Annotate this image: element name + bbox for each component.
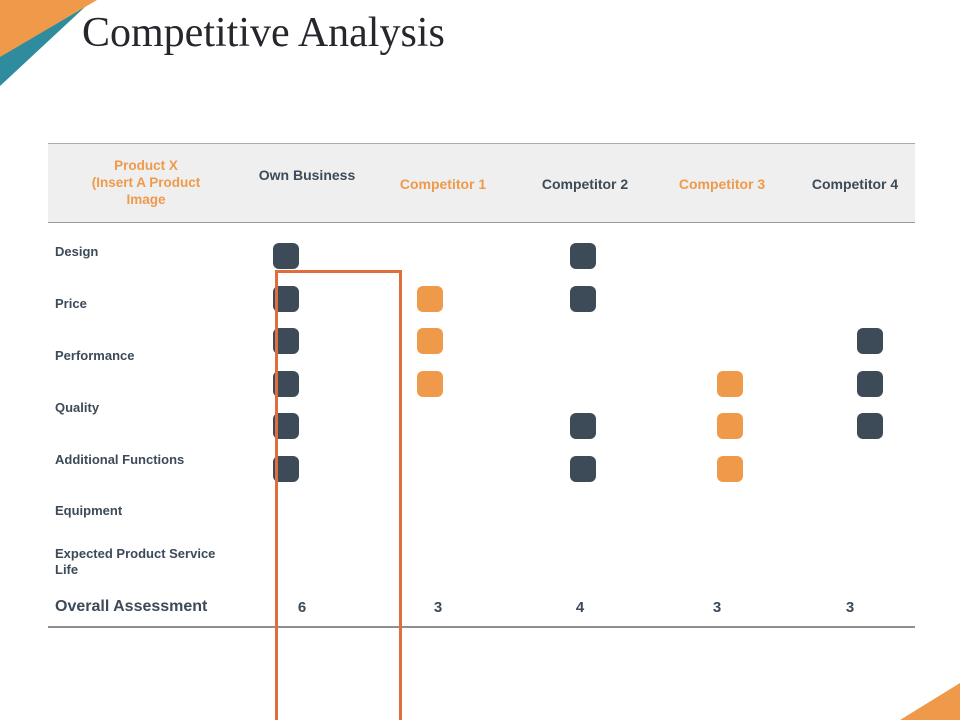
row-label-additional-functions: Additional Functions [55,452,185,467]
overall-value-competitor-1: 3 [433,599,443,616]
orange-triangle [900,683,960,720]
product-header-line-3: Image [126,192,166,207]
slide-title: Competitive Analysis [82,10,445,56]
row-label-expected-product-service-life: Expected Product Service Life [55,546,216,577]
rating-square-competitor-3-slot-4 [717,371,743,397]
own-business-highlight-box [275,270,402,720]
rating-square-competitor-4-slot-3 [857,328,883,354]
overall-value-competitor-2: 4 [575,599,585,616]
bottom-right-corner-decoration [900,683,960,720]
row-label-performance: Performance [55,348,135,363]
top-left-corner-decoration [0,0,97,86]
table-header-row: Product X (Insert A Product Image Own Bu… [48,143,915,223]
product-header-line-1: Product X [114,158,178,173]
teal-triangle [0,6,86,86]
rating-square-competitor-2-slot-2 [570,286,596,312]
rating-square-competitor-2-slot-1 [570,243,596,269]
column-header-competitor-3: Competitor 3 [678,176,766,192]
rating-square-own-business-slot-1 [273,243,299,269]
row-label-design: Design [55,244,99,259]
rating-square-competitor-1-slot-3 [417,328,443,354]
row-label-quality: Quality [55,400,100,415]
column-header-product-x: Product X (Insert A Product Image [56,157,236,208]
rating-square-competitor-4-slot-4 [857,371,883,397]
table-bottom-divider [48,626,915,628]
rating-square-competitor-4-slot-5 [857,413,883,439]
rating-square-competitor-1-slot-2 [417,286,443,312]
orange-triangle [0,0,97,57]
competitive-analysis-table: Product X (Insert A Product Image Own Bu… [48,143,915,720]
rating-square-competitor-3-slot-6 [717,456,743,482]
column-header-competitor-1: Competitor 1 [399,176,487,192]
overall-value-own-business: 6 [297,599,307,616]
row-label-equipment: Equipment [55,503,123,518]
rating-square-competitor-2-slot-6 [570,456,596,482]
overall-value-competitor-4: 3 [845,599,855,616]
rating-square-competitor-1-slot-4 [417,371,443,397]
overall-value-competitor-3: 3 [712,599,722,616]
product-header-line-2: (Insert A Product [91,175,201,190]
column-header-competitor-4: Competitor 4 [811,176,899,192]
column-header-own-business: Own Business [258,167,356,183]
overall-assessment-label: Overall Assessment [55,598,208,615]
row-label-price: Price [55,296,87,311]
rating-square-competitor-3-slot-5 [717,413,743,439]
rating-square-competitor-2-slot-5 [570,413,596,439]
column-header-competitor-2: Competitor 2 [541,176,629,192]
